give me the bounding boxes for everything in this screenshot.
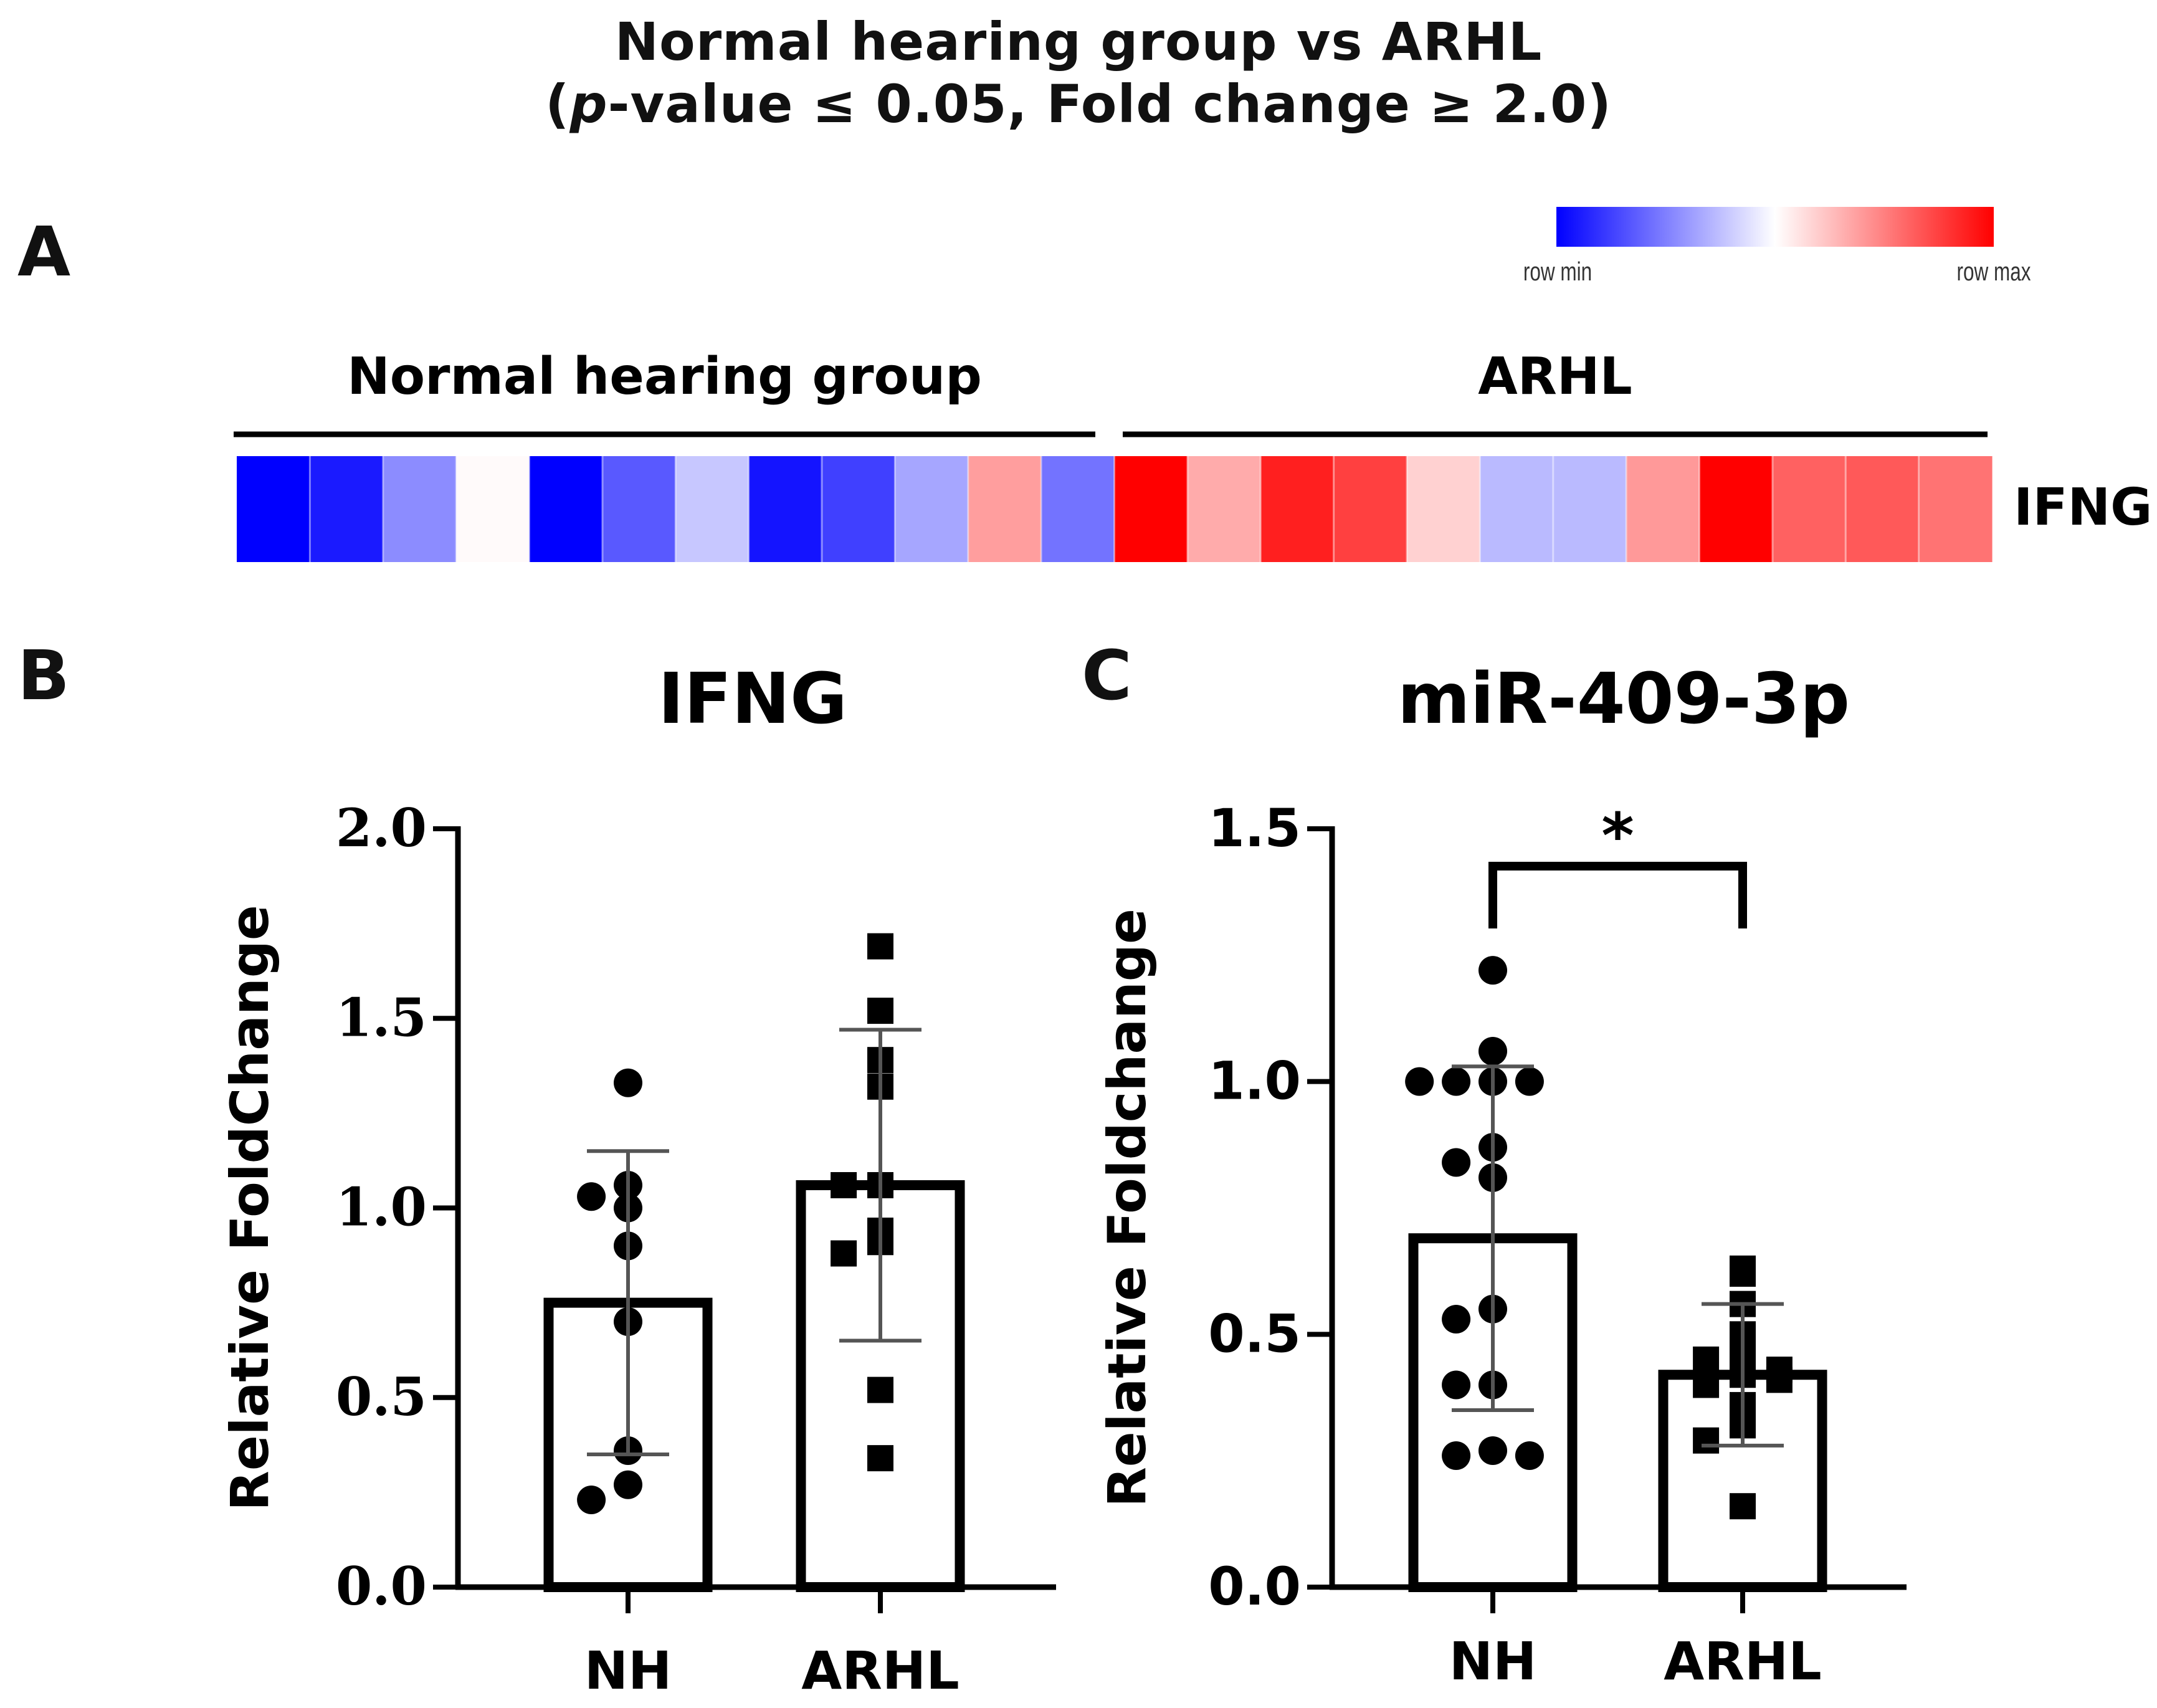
heatmap-cell <box>822 456 895 562</box>
figure-subtitle: (p-value ≤ 0.05, Fold change ≥ 2.0) <box>0 74 2157 135</box>
heatmap-row-label: IFNG <box>2014 478 2152 537</box>
data-point <box>1442 1304 1471 1333</box>
subtitle-p-italic: p <box>569 74 608 135</box>
y-tick-label: 1.0 <box>336 1176 427 1238</box>
figure-title: Normal hearing group vs ARHL <box>614 11 1543 72</box>
data-point <box>1478 956 1507 985</box>
panel-letter-c: C <box>1082 636 1132 715</box>
y-axis-label: Relative Foldchange <box>1097 909 1158 1507</box>
x-tick-label: ARHL <box>1664 1631 1822 1692</box>
heatmap-cell <box>1407 456 1480 562</box>
data-point <box>1405 1067 1434 1096</box>
data-point <box>1515 1441 1544 1471</box>
group-label-0: Normal hearing group <box>347 347 982 406</box>
data-point <box>1478 1036 1507 1066</box>
y-tick-label: 0.5 <box>1208 1303 1301 1364</box>
y-axis-label: Relative FoldChange <box>219 905 280 1511</box>
heatmap-cell <box>529 456 603 562</box>
heatmap-cell <box>237 456 310 562</box>
y-tick-label: 2.0 <box>336 797 427 859</box>
chart-title: IFNG <box>658 659 847 740</box>
heatmap-cell <box>1114 456 1188 562</box>
data-point <box>831 1171 857 1198</box>
heatmap-cell <box>310 456 384 562</box>
data-point <box>577 1486 606 1515</box>
panel-letter-a: A <box>17 212 71 292</box>
data-point <box>867 1376 893 1403</box>
legend-min-label: row min <box>1523 257 1592 287</box>
data-point <box>1766 1367 1793 1393</box>
data-point <box>867 998 893 1024</box>
data-point <box>1478 1436 1507 1465</box>
data-point <box>867 933 893 960</box>
heatmap-cell <box>675 456 750 562</box>
heatmap-cell <box>1772 456 1846 562</box>
y-tick-label: 1.5 <box>1208 798 1301 859</box>
x-tick-label: ARHL <box>801 1640 959 1701</box>
subtitle-rest: -value ≤ 0.05, Fold change ≥ 2.0) <box>607 74 1612 135</box>
bar-chart-ifng: IFNG Relative FoldChange 0.0 0.5 1.0 1.5 2.0 NH… <box>219 659 1056 1701</box>
data-point <box>1693 1427 1720 1454</box>
heatmap-cell <box>1918 456 1993 562</box>
data-point <box>1442 1067 1471 1096</box>
group-label-1: ARHL <box>1478 347 1632 406</box>
data-point <box>577 1182 606 1211</box>
heatmap-cell <box>1260 456 1335 562</box>
data-point <box>1730 1255 1756 1282</box>
y-tick-label: 1.5 <box>336 986 427 1048</box>
panel-letter-b: B <box>17 636 70 715</box>
y-tick-label: 0.0 <box>1208 1556 1301 1617</box>
subtitle-open: ( <box>545 74 570 135</box>
data-point <box>1730 1493 1756 1520</box>
x-tick-label: NH <box>584 1640 672 1701</box>
data-point <box>1693 1372 1720 1398</box>
data-point <box>1693 1346 1720 1373</box>
legend-max-label: row max <box>1957 257 2031 287</box>
data-point <box>1442 1441 1471 1471</box>
heatmap-cell <box>968 456 1042 562</box>
significance-bracket <box>1488 862 1747 928</box>
heatmap-cell <box>456 456 530 562</box>
y-tick-label: 0.5 <box>336 1366 427 1428</box>
heatmap-cell <box>1333 456 1407 562</box>
heatmap-cell <box>1041 456 1115 562</box>
legend-color-bar <box>1556 207 1994 247</box>
data-point <box>1442 1148 1471 1177</box>
heatmap-cell <box>1845 456 1920 562</box>
heatmap-cell <box>383 456 457 562</box>
heatmap-cell <box>1553 456 1627 562</box>
data-point <box>831 1240 857 1267</box>
heatmap-cell <box>895 456 969 562</box>
data-point <box>1442 1370 1471 1400</box>
heatmap-panel: row min row max Normal hearing group ARHL IF… <box>234 207 2152 562</box>
data-point <box>614 1068 642 1097</box>
chart-title: miR-409-3p <box>1398 659 1850 740</box>
data-point <box>867 1445 893 1472</box>
y-tick-label: 0.0 <box>336 1555 427 1617</box>
heatmap-cell <box>1480 456 1554 562</box>
heatmap-cell <box>1187 456 1261 562</box>
data-point <box>614 1470 642 1499</box>
bar-chart-mir: miR-409-3p Relative Foldchange 0.0 0.5 1.0 1.… <box>1097 659 1907 1692</box>
y-tick-label: 1.0 <box>1208 1051 1301 1112</box>
x-tick-label: NH <box>1449 1631 1537 1692</box>
data-point <box>1515 1067 1544 1096</box>
heatmap-cell <box>748 456 822 562</box>
significance-marker: * <box>1601 799 1634 872</box>
heatmap-cell <box>1699 456 1773 562</box>
heatmap-cell <box>602 456 676 562</box>
heatmap-cell <box>1626 456 1700 562</box>
